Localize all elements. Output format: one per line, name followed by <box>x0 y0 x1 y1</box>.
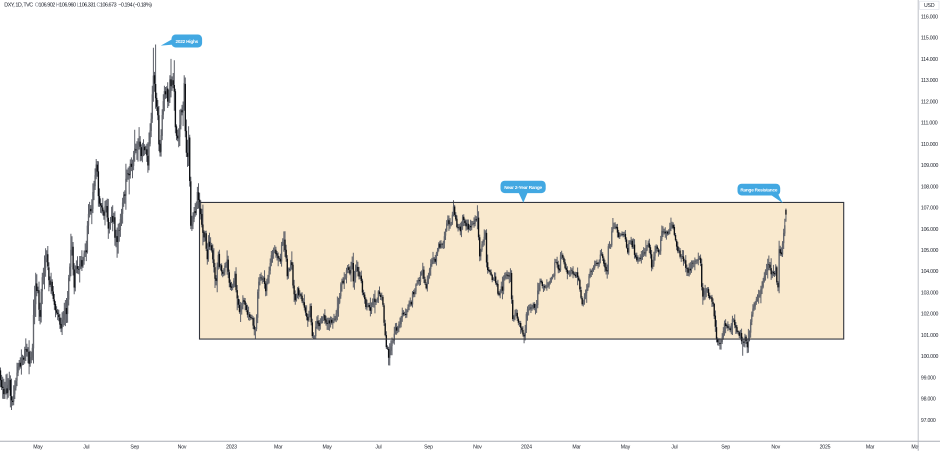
svg-text:112.000: 112.000 <box>921 99 938 105</box>
svg-text:May: May <box>33 444 43 450</box>
svg-text:Nov: Nov <box>178 444 187 450</box>
svg-text:2025: 2025 <box>820 444 831 450</box>
svg-text:Nov: Nov <box>771 444 780 450</box>
svg-text:May: May <box>621 444 631 450</box>
svg-text:Mar: Mar <box>572 444 581 450</box>
svg-text:May: May <box>322 444 332 450</box>
svg-text:Nov: Nov <box>473 444 482 450</box>
svg-text:115.000: 115.000 <box>921 36 938 42</box>
svg-text:105.000: 105.000 <box>921 248 939 254</box>
svg-text:99.000: 99.000 <box>921 375 936 381</box>
svg-text:Jul: Jul <box>671 444 677 450</box>
svg-text:103.000: 103.000 <box>921 291 939 297</box>
svg-text:113.000: 113.000 <box>921 78 938 84</box>
svg-text:2024: 2024 <box>521 444 532 450</box>
svg-text:Sep: Sep <box>130 444 139 450</box>
svg-text:107.000: 107.000 <box>921 206 939 212</box>
svg-text:101.000: 101.000 <box>921 333 939 339</box>
svg-text:May: May <box>911 444 921 450</box>
svg-text:108.000: 108.000 <box>921 184 939 190</box>
svg-text:104.000: 104.000 <box>921 269 939 275</box>
svg-text:USD: USD <box>924 3 935 9</box>
svg-text:Mar: Mar <box>866 444 875 450</box>
svg-text:DXY, 1D, TVC O106.902 H106.96: DXY, 1D, TVC O106.902 H106.960 L106.331 … <box>4 3 152 9</box>
svg-text:116.000: 116.000 <box>921 14 938 20</box>
svg-text:110.000: 110.000 <box>921 142 938 148</box>
svg-text:Jul: Jul <box>83 444 89 450</box>
svg-text:102.000: 102.000 <box>921 312 939 318</box>
svg-text:109.000: 109.000 <box>921 163 939 169</box>
svg-text:111.000: 111.000 <box>921 121 938 127</box>
svg-text:97.000: 97.000 <box>921 418 936 424</box>
svg-text:Jul: Jul <box>375 444 381 450</box>
svg-text:Sep: Sep <box>721 444 730 450</box>
svg-text:2023: 2023 <box>226 444 237 450</box>
svg-text:100.000: 100.000 <box>921 354 939 360</box>
svg-text:114.000: 114.000 <box>921 57 938 63</box>
svg-text:Sep: Sep <box>424 444 433 450</box>
svg-text:2022 Highs: 2022 Highs <box>176 39 199 44</box>
svg-text:106.000: 106.000 <box>921 227 939 233</box>
svg-text:Range Resistance: Range Resistance <box>740 188 777 193</box>
svg-text:98.000: 98.000 <box>921 397 936 403</box>
svg-text:Near 2-Year Range: Near 2-Year Range <box>504 185 542 190</box>
svg-text:Mar: Mar <box>274 444 283 450</box>
